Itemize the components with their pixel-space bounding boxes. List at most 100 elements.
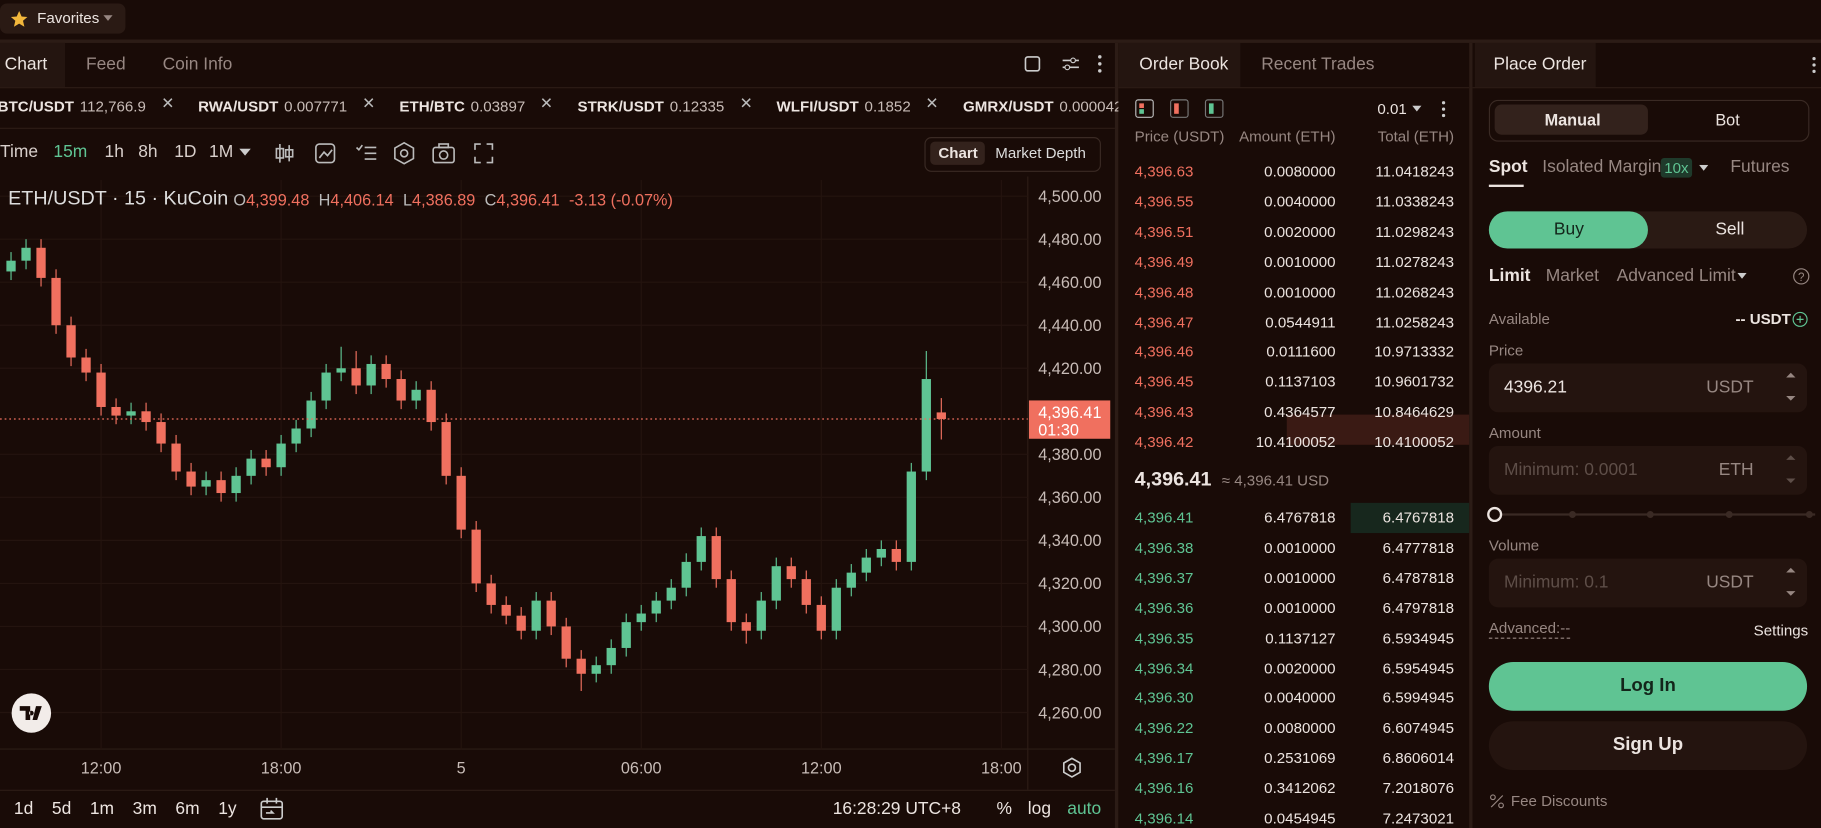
candle-body xyxy=(651,600,661,614)
order-amount: 0.0010000 xyxy=(1264,538,1336,557)
svg-text:?: ? xyxy=(1798,271,1805,284)
scale-option[interactable]: auto xyxy=(1067,799,1102,819)
side-option[interactable]: Buy xyxy=(1553,219,1584,240)
candle-body xyxy=(411,389,421,401)
scale-option[interactable]: % xyxy=(996,799,1012,819)
tab[interactable]: Chart xyxy=(4,54,48,75)
fee-link[interactable]: Fee Discounts xyxy=(1510,792,1608,810)
interval[interactable]: Time xyxy=(0,141,39,162)
ticker[interactable]: ETH/BTC 0.03897 xyxy=(399,96,552,117)
ticker[interactable]: WLFI/USDT 0.1852 xyxy=(777,96,938,117)
close-icon[interactable] xyxy=(741,97,751,112)
deposit-icon[interactable] xyxy=(1792,311,1808,327)
order-total: 11.0298243 xyxy=(1375,222,1455,241)
candle-body xyxy=(51,277,61,326)
view-toggle xyxy=(924,137,1101,172)
range[interactable]: 1d xyxy=(13,799,34,819)
login-button[interactable] xyxy=(1488,661,1808,711)
tab[interactable]: Feed xyxy=(85,54,126,75)
y-tick-label: 4,420.00 xyxy=(1038,360,1101,378)
price-input[interactable] xyxy=(1488,363,1808,413)
panel-icons[interactable] xyxy=(1022,53,1113,74)
y-tick-label: 4,280.00 xyxy=(1038,661,1101,679)
order-total: 10.9713332 xyxy=(1374,343,1455,361)
ticker-price: 112,766.9 xyxy=(79,97,146,115)
order-amount: 0.0544911 xyxy=(1265,312,1336,331)
more-icon[interactable] xyxy=(1811,56,1818,75)
candle-body xyxy=(66,325,76,358)
settings-icon[interactable] xyxy=(1061,757,1082,778)
range-bar: 1d 5d 1m 3m 6m 1y xyxy=(14,799,237,820)
calendar-icon[interactable] xyxy=(258,797,286,823)
ohlc-value: 4,386.89 xyxy=(412,190,476,210)
tab[interactable]: Order Book xyxy=(1139,54,1229,75)
divider xyxy=(0,789,1115,791)
tab[interactable]: Coin Info xyxy=(162,54,233,75)
precision-select[interactable]: 0.01 xyxy=(1377,99,1407,118)
close-icon[interactable] xyxy=(162,97,172,112)
fee-icon xyxy=(1490,794,1504,809)
more-icon[interactable] xyxy=(1440,100,1447,119)
market-tab[interactable]: Isolated Margin xyxy=(1542,156,1662,177)
order-total: 11.0258243 xyxy=(1375,312,1455,331)
mode-option[interactable]: Manual xyxy=(1544,110,1601,129)
settings-link[interactable]: Settings xyxy=(1753,621,1809,639)
column-header: Total (ETH) xyxy=(1377,127,1455,146)
ticker[interactable]: RWA/USDT 0.007771 xyxy=(198,96,374,117)
interval[interactable]: 1M xyxy=(209,141,234,162)
market-tab[interactable]: Spot xyxy=(1488,156,1528,177)
view-option[interactable]: Market Depth xyxy=(995,144,1086,162)
volume-input[interactable] xyxy=(1488,558,1808,608)
close-icon[interactable] xyxy=(927,97,937,112)
close-icon[interactable] xyxy=(542,97,552,112)
tab[interactable]: Recent Trades xyxy=(1261,54,1375,75)
amount-input[interactable] xyxy=(1488,445,1808,495)
y-tick-label: 4,260.00 xyxy=(1038,704,1101,722)
order-total: 6.4777818 xyxy=(1382,538,1455,557)
order-amount: 0.0454945 xyxy=(1264,809,1336,827)
ask-row: 4,396.55 0.0040000 11.0338243 xyxy=(1118,187,1469,217)
candle-body xyxy=(216,480,226,494)
steppers[interactable] xyxy=(1780,368,1801,600)
advanced-link[interactable]: Advanced:-- xyxy=(1488,619,1571,639)
order-price: 4,396.41 xyxy=(1134,508,1194,527)
bid-row: 4,396.34 0.0020000 6.5954945 xyxy=(1118,653,1469,683)
candle-body xyxy=(591,665,601,674)
range[interactable]: 5d xyxy=(51,799,72,819)
order-type[interactable]: Advanced Limit xyxy=(1616,265,1736,286)
signup-button[interactable] xyxy=(1488,721,1808,770)
candle-body xyxy=(366,363,376,386)
active-tab-bg xyxy=(1474,42,1596,88)
range[interactable]: 6m xyxy=(175,799,200,819)
ticker[interactable]: BTC/USDT 112,766.9 xyxy=(0,96,173,117)
order-type[interactable]: Market xyxy=(1545,265,1599,286)
range[interactable]: 1m xyxy=(89,799,115,819)
layout-icons[interactable] xyxy=(1135,99,1228,120)
interval[interactable]: 15m xyxy=(53,141,88,162)
field-unit: ETH xyxy=(1718,459,1754,480)
order-total: 7.2473021 xyxy=(1382,809,1455,827)
candle-body xyxy=(306,400,316,429)
scale-option[interactable]: log xyxy=(1027,799,1052,819)
amount-slider[interactable] xyxy=(1484,505,1821,524)
toolbar-icons[interactable] xyxy=(267,139,499,167)
price-value: 4396.21 xyxy=(1503,377,1567,398)
tab[interactable]: Place Order xyxy=(1493,54,1587,75)
interval[interactable]: 1D xyxy=(174,141,197,162)
mode-option[interactable]: Bot xyxy=(1715,110,1740,129)
close-icon[interactable] xyxy=(363,97,374,112)
ticker[interactable]: STRK/USDT 0.12335 xyxy=(578,96,751,117)
interval[interactable]: 8h xyxy=(138,141,158,162)
range[interactable]: 1y xyxy=(218,799,237,819)
candle-body xyxy=(471,529,481,584)
interval[interactable]: 1h xyxy=(104,141,124,162)
help-icon[interactable]: ? xyxy=(1792,267,1811,286)
order-type[interactable]: Limit xyxy=(1488,265,1531,286)
panel-divider xyxy=(1114,42,1119,828)
y-tick-label: 4,500.00 xyxy=(1038,188,1101,206)
y-tick-label: 4,460.00 xyxy=(1038,274,1101,292)
market-tab[interactable]: Futures xyxy=(1730,156,1790,177)
side-option[interactable]: Sell xyxy=(1715,219,1745,240)
range[interactable]: 3m xyxy=(132,799,157,819)
view-option[interactable]: Chart xyxy=(938,144,978,162)
